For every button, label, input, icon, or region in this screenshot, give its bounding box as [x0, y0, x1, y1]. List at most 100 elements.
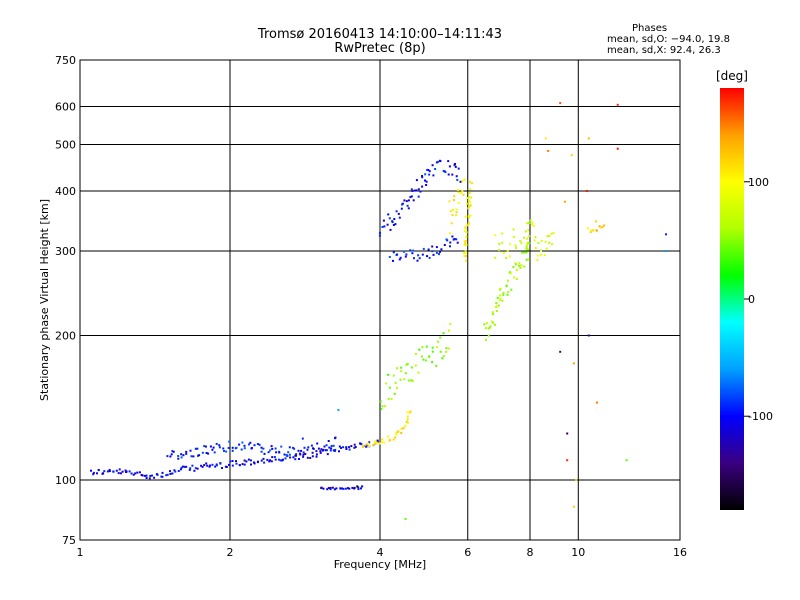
- chart-title: Tromsø 20160413 14:10:00–14:11:43: [257, 27, 503, 42]
- data-point: [130, 472, 133, 475]
- data-point: [450, 222, 453, 225]
- data-point: [595, 229, 598, 232]
- data-point: [243, 463, 246, 466]
- data-point: [155, 473, 158, 476]
- data-point: [425, 180, 428, 183]
- data-point: [515, 278, 518, 280]
- data-point: [271, 456, 274, 459]
- data-point: [467, 223, 470, 226]
- data-point: [464, 251, 467, 254]
- data-point: [360, 443, 363, 446]
- data-point: [406, 418, 409, 421]
- data-point: [625, 459, 628, 462]
- data-point: [342, 487, 345, 490]
- data-point: [136, 471, 139, 474]
- data-point: [468, 196, 471, 199]
- data-point: [284, 457, 287, 460]
- data-point: [200, 464, 203, 467]
- data-point: [598, 225, 601, 228]
- data-point: [401, 203, 403, 206]
- data-point: [301, 437, 304, 440]
- data-point: [455, 211, 458, 214]
- data-point: [378, 442, 381, 445]
- data-point: [353, 443, 356, 446]
- data-point: [211, 448, 214, 451]
- data-point: [382, 219, 385, 222]
- data-point: [315, 455, 318, 458]
- data-point: [170, 453, 173, 456]
- data-point: [616, 103, 619, 106]
- data-point: [533, 225, 535, 228]
- data-point: [566, 432, 569, 435]
- data-point: [372, 444, 375, 446]
- y-tick-label: 200: [55, 330, 76, 343]
- data-point: [97, 469, 100, 472]
- data-point: [463, 230, 466, 233]
- data-point: [298, 452, 301, 455]
- data-point: [510, 288, 513, 291]
- data-point: [395, 431, 398, 434]
- data-point: [381, 438, 384, 441]
- data-point: [117, 472, 120, 475]
- data-point: [194, 447, 197, 450]
- data-point: [526, 222, 529, 225]
- colorbar-ticks: 100 0 -100: [744, 176, 773, 423]
- data-point: [366, 443, 369, 446]
- data-point: [319, 451, 322, 454]
- colorbar-tick-label: 100: [748, 176, 769, 189]
- data-point: [351, 486, 354, 489]
- data-point: [203, 445, 206, 447]
- data-point: [563, 200, 566, 203]
- data-point: [395, 210, 398, 213]
- grid-lines: [79, 59, 681, 541]
- data-point: [115, 469, 118, 472]
- data-point: [460, 192, 463, 195]
- data-point: [534, 247, 537, 249]
- data-point: [141, 474, 144, 477]
- data-point: [166, 473, 169, 476]
- data-point: [112, 470, 115, 473]
- data-point: [273, 456, 276, 458]
- data-point: [466, 224, 469, 227]
- data-point: [519, 267, 522, 269]
- data-point: [193, 469, 196, 472]
- data-point: [424, 173, 427, 176]
- data-point: [501, 241, 504, 244]
- colorbar-tick-label: 0: [748, 293, 755, 306]
- data-point: [469, 188, 472, 191]
- data-point: [464, 250, 467, 253]
- data-point: [559, 350, 562, 353]
- data-point: [348, 487, 351, 490]
- data-point: [468, 192, 471, 195]
- data-point: [250, 447, 253, 449]
- data-point: [499, 294, 502, 297]
- data-point: [108, 468, 111, 471]
- data-point: [411, 252, 414, 255]
- data-point: [507, 279, 509, 282]
- data-point: [406, 362, 409, 365]
- data-point: [302, 455, 305, 458]
- data-point: [344, 487, 347, 490]
- data-point: [189, 467, 192, 470]
- data-point: [616, 147, 619, 150]
- data-point: [326, 488, 329, 491]
- data-point: [490, 320, 493, 323]
- data-point: [465, 231, 468, 234]
- data-point: [520, 264, 523, 267]
- data-point: [461, 190, 464, 193]
- data-point: [469, 204, 472, 207]
- data-point: [544, 240, 547, 243]
- data-point: [572, 505, 575, 508]
- data-point: [260, 450, 263, 453]
- data-point: [492, 321, 494, 324]
- data-point: [378, 234, 381, 237]
- data-point: [515, 247, 518, 249]
- data-point: [161, 471, 164, 474]
- data-point: [229, 460, 232, 463]
- data-point: [394, 223, 397, 226]
- data-point: [505, 257, 508, 259]
- data-point: [258, 443, 261, 446]
- data-point: [347, 487, 349, 490]
- data-point: [221, 467, 223, 469]
- data-point: [211, 463, 214, 466]
